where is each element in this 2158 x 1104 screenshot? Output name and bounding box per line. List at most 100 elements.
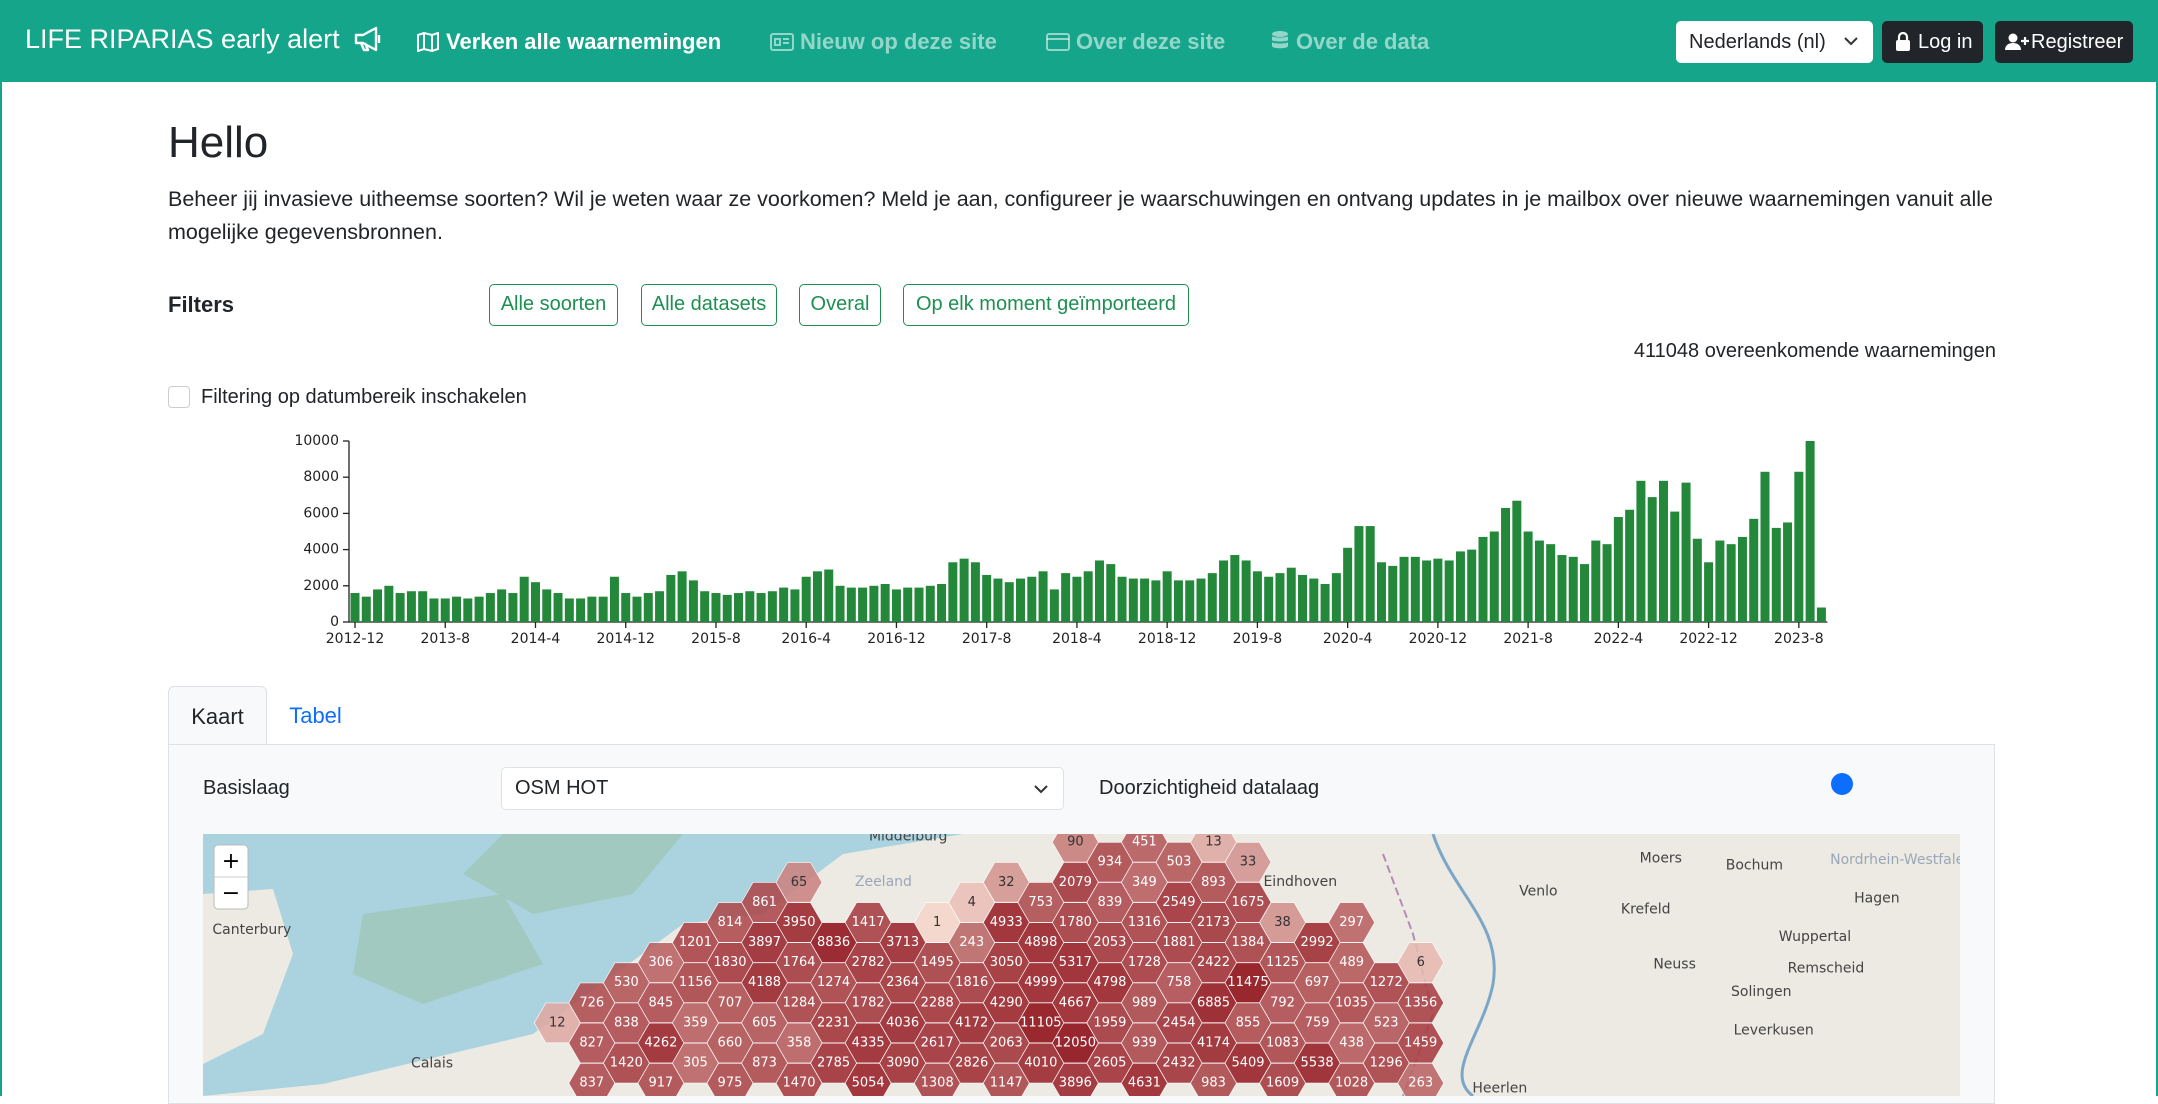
nav-link-text[interactable]: Nieuw op deze site	[800, 29, 997, 54]
hex-count: 2549	[1162, 895, 1195, 910]
megaphone-icon	[353, 26, 385, 52]
hex-count: 297	[1339, 915, 1364, 930]
login-button[interactable]: Log in	[1882, 21, 1983, 63]
hex-count: 2454	[1162, 1015, 1195, 1030]
hex-count: 983	[1201, 1076, 1226, 1091]
bar	[960, 559, 969, 622]
bar	[429, 598, 438, 622]
bar	[475, 597, 484, 622]
brand[interactable]: LIFE RIPARIAS early alert	[25, 24, 385, 55]
bar	[520, 577, 529, 622]
hex-count: 861	[752, 895, 777, 910]
map-icon	[416, 32, 440, 52]
bar	[1354, 526, 1363, 622]
bar	[1738, 537, 1747, 622]
filter-button[interactable]: Op elk moment geïmporteerd	[903, 284, 1189, 326]
hex-count: 65	[791, 875, 808, 890]
place-label: Nordrhein-Westfalen	[1830, 852, 1960, 868]
hex-count: 2288	[921, 995, 954, 1010]
hex-count: 1035	[1335, 995, 1368, 1010]
login-text[interactable]: Log in	[1918, 31, 1973, 53]
bar	[1648, 497, 1657, 622]
hex-count: 2053	[1093, 935, 1126, 950]
bar	[768, 591, 777, 622]
hex-count: 8836	[817, 935, 850, 950]
hex-count: 2063	[990, 1036, 1023, 1051]
bar	[452, 597, 461, 622]
base-layer-select[interactable]: OSM HOT	[501, 767, 1064, 810]
tab-table[interactable]: Tabel	[268, 686, 363, 746]
bar	[881, 584, 890, 622]
hex-count: 4188	[748, 975, 781, 990]
bar	[1129, 579, 1138, 622]
page-title: Hello	[168, 118, 268, 168]
x-tick-label: 2018-12	[1138, 631, 1197, 647]
news-icon	[770, 32, 794, 52]
hex-count: 3050	[990, 955, 1023, 970]
hex-count: 4174	[1197, 1036, 1230, 1051]
bar	[1794, 472, 1803, 622]
hex-count: 243	[959, 935, 984, 950]
nav-link[interactable]: Verken alle waarnemingen	[416, 29, 721, 55]
date-range-label[interactable]: Filtering op datumbereik inschakelen	[201, 386, 527, 409]
bar	[1400, 557, 1409, 622]
nav-link[interactable]: Over de data	[1270, 29, 1429, 55]
brand-text[interactable]: LIFE RIPARIAS early alert	[25, 24, 340, 54]
bar	[1580, 564, 1589, 622]
language-select[interactable]: Nederlands (nl)	[1676, 21, 1873, 63]
bar	[937, 584, 946, 622]
hex-count: 530	[614, 975, 639, 990]
x-tick-label: 2017-8	[962, 631, 1012, 647]
hex-count: 5538	[1301, 1056, 1334, 1071]
bar	[531, 582, 540, 622]
bar	[1524, 532, 1533, 623]
tab-map[interactable]: Kaart	[168, 686, 267, 746]
bar	[1614, 517, 1623, 622]
page: LIFE RIPARIAS early alert Verken alle wa…	[0, 0, 2158, 1096]
nav-link[interactable]: Nieuw op deze site	[770, 29, 997, 55]
bar	[1197, 579, 1206, 622]
nav-link-text[interactable]: Verken alle waarnemingen	[446, 29, 721, 54]
nav-link-text[interactable]: Over de data	[1296, 29, 1429, 54]
bar	[813, 571, 822, 622]
hex-count: 11475	[1227, 975, 1268, 990]
hex-count: 989	[1132, 995, 1157, 1010]
place-label: Bochum	[1726, 858, 1783, 874]
bar	[396, 593, 405, 622]
hex-count: 605	[752, 1015, 777, 1030]
bar	[802, 577, 811, 622]
bar	[723, 595, 732, 622]
hex-count: 753	[1028, 895, 1053, 910]
hex-count: 1830	[713, 955, 746, 970]
nav-link-text[interactable]: Over deze site	[1076, 29, 1225, 54]
hex-count: 503	[1167, 855, 1192, 870]
bar	[576, 598, 585, 622]
filter-button[interactable]: Overal	[799, 284, 881, 326]
zoom-out[interactable]: −	[222, 881, 240, 906]
bar	[1005, 582, 1014, 622]
bar	[1084, 571, 1093, 622]
opacity-slider-handle[interactable]	[1830, 772, 1854, 796]
hex-count: 4010	[1024, 1056, 1057, 1071]
hex-count: 792	[1270, 995, 1295, 1010]
hex-count: 263	[1408, 1076, 1433, 1091]
bar	[1467, 550, 1476, 622]
register-button[interactable]: Registreer	[1995, 21, 2133, 63]
filter-button[interactable]: Alle soorten	[489, 284, 618, 326]
hex-count: 3950	[782, 915, 815, 930]
place-label: Leverkusen	[1734, 1023, 1814, 1039]
hex-count: 4290	[990, 995, 1023, 1010]
nav-link[interactable]: Over deze site	[1046, 29, 1225, 55]
x-tick-label: 2018-4	[1052, 631, 1102, 647]
x-tick-label: 2014-4	[511, 631, 561, 647]
match-count: 411048 overeenkomende waarnemingen	[1634, 340, 1996, 363]
filter-button[interactable]: Alle datasets	[641, 284, 777, 326]
date-range-checkbox[interactable]	[168, 386, 190, 408]
register-text[interactable]: Registreer	[2031, 31, 2123, 53]
zoom-in[interactable]: +	[222, 849, 240, 874]
hex-count: 2992	[1301, 935, 1334, 950]
bar	[948, 562, 957, 622]
opacity-label: Doorzichtigheid datalaag	[1099, 777, 1319, 800]
